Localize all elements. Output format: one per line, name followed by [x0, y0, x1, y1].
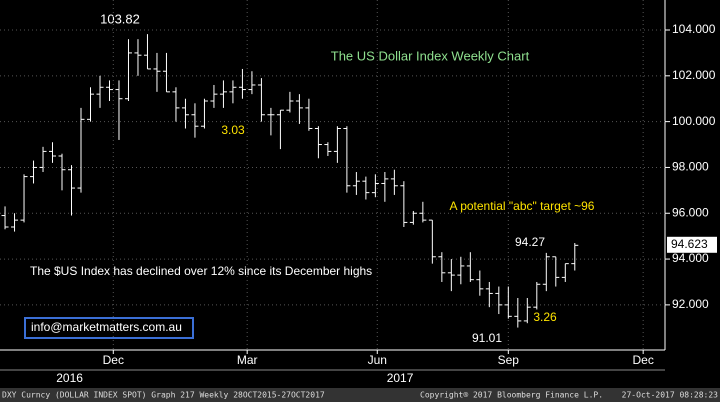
last-price-box: [667, 236, 717, 253]
y-tick-label: 102.000: [672, 68, 716, 82]
annotation: 3.03: [221, 123, 245, 137]
footer-copyright: Copyright® 2017 Bloomberg Finance L.P.: [420, 391, 603, 400]
last-price-label: 94.623: [671, 237, 708, 251]
x-tick-label: Jun: [368, 353, 387, 367]
annotation: 3.26: [533, 310, 557, 324]
email: info@marketmatters.com.au: [31, 320, 182, 334]
annotation: 91.01: [472, 331, 502, 345]
annotation: 94.27: [515, 235, 545, 249]
annotation: The $US Index has declined over 12% sinc…: [30, 264, 372, 278]
year-label: 2016: [56, 371, 83, 385]
email-box: [24, 317, 194, 339]
annotation: A potential "abc" target ~96: [450, 199, 595, 213]
footer-left: DXY Curncy (DOLLAR INDEX SPOT) Graph 217…: [2, 391, 325, 400]
x-tick-label: Dec: [632, 353, 653, 367]
y-tick-label: 96.000: [672, 205, 709, 219]
annotation: 103.82: [100, 11, 140, 26]
x-tick-label: Dec: [103, 353, 124, 367]
y-tick-label: 104.000: [672, 22, 716, 36]
footer-bar: [0, 388, 720, 402]
y-tick-label: 100.000: [672, 114, 716, 128]
chart-title: The US Dollar Index Weekly Chart: [331, 48, 530, 63]
y-tick-label: 98.000: [672, 160, 709, 174]
y-tick-label: 92.000: [672, 297, 709, 311]
x-tick-label: Mar: [237, 353, 258, 367]
y-tick-label: 94.000: [672, 251, 709, 265]
footer-date: 27-Oct-2017 08:28:23: [622, 391, 719, 400]
x-tick-label: Sep: [498, 353, 520, 367]
year-label: 2017: [387, 371, 414, 385]
